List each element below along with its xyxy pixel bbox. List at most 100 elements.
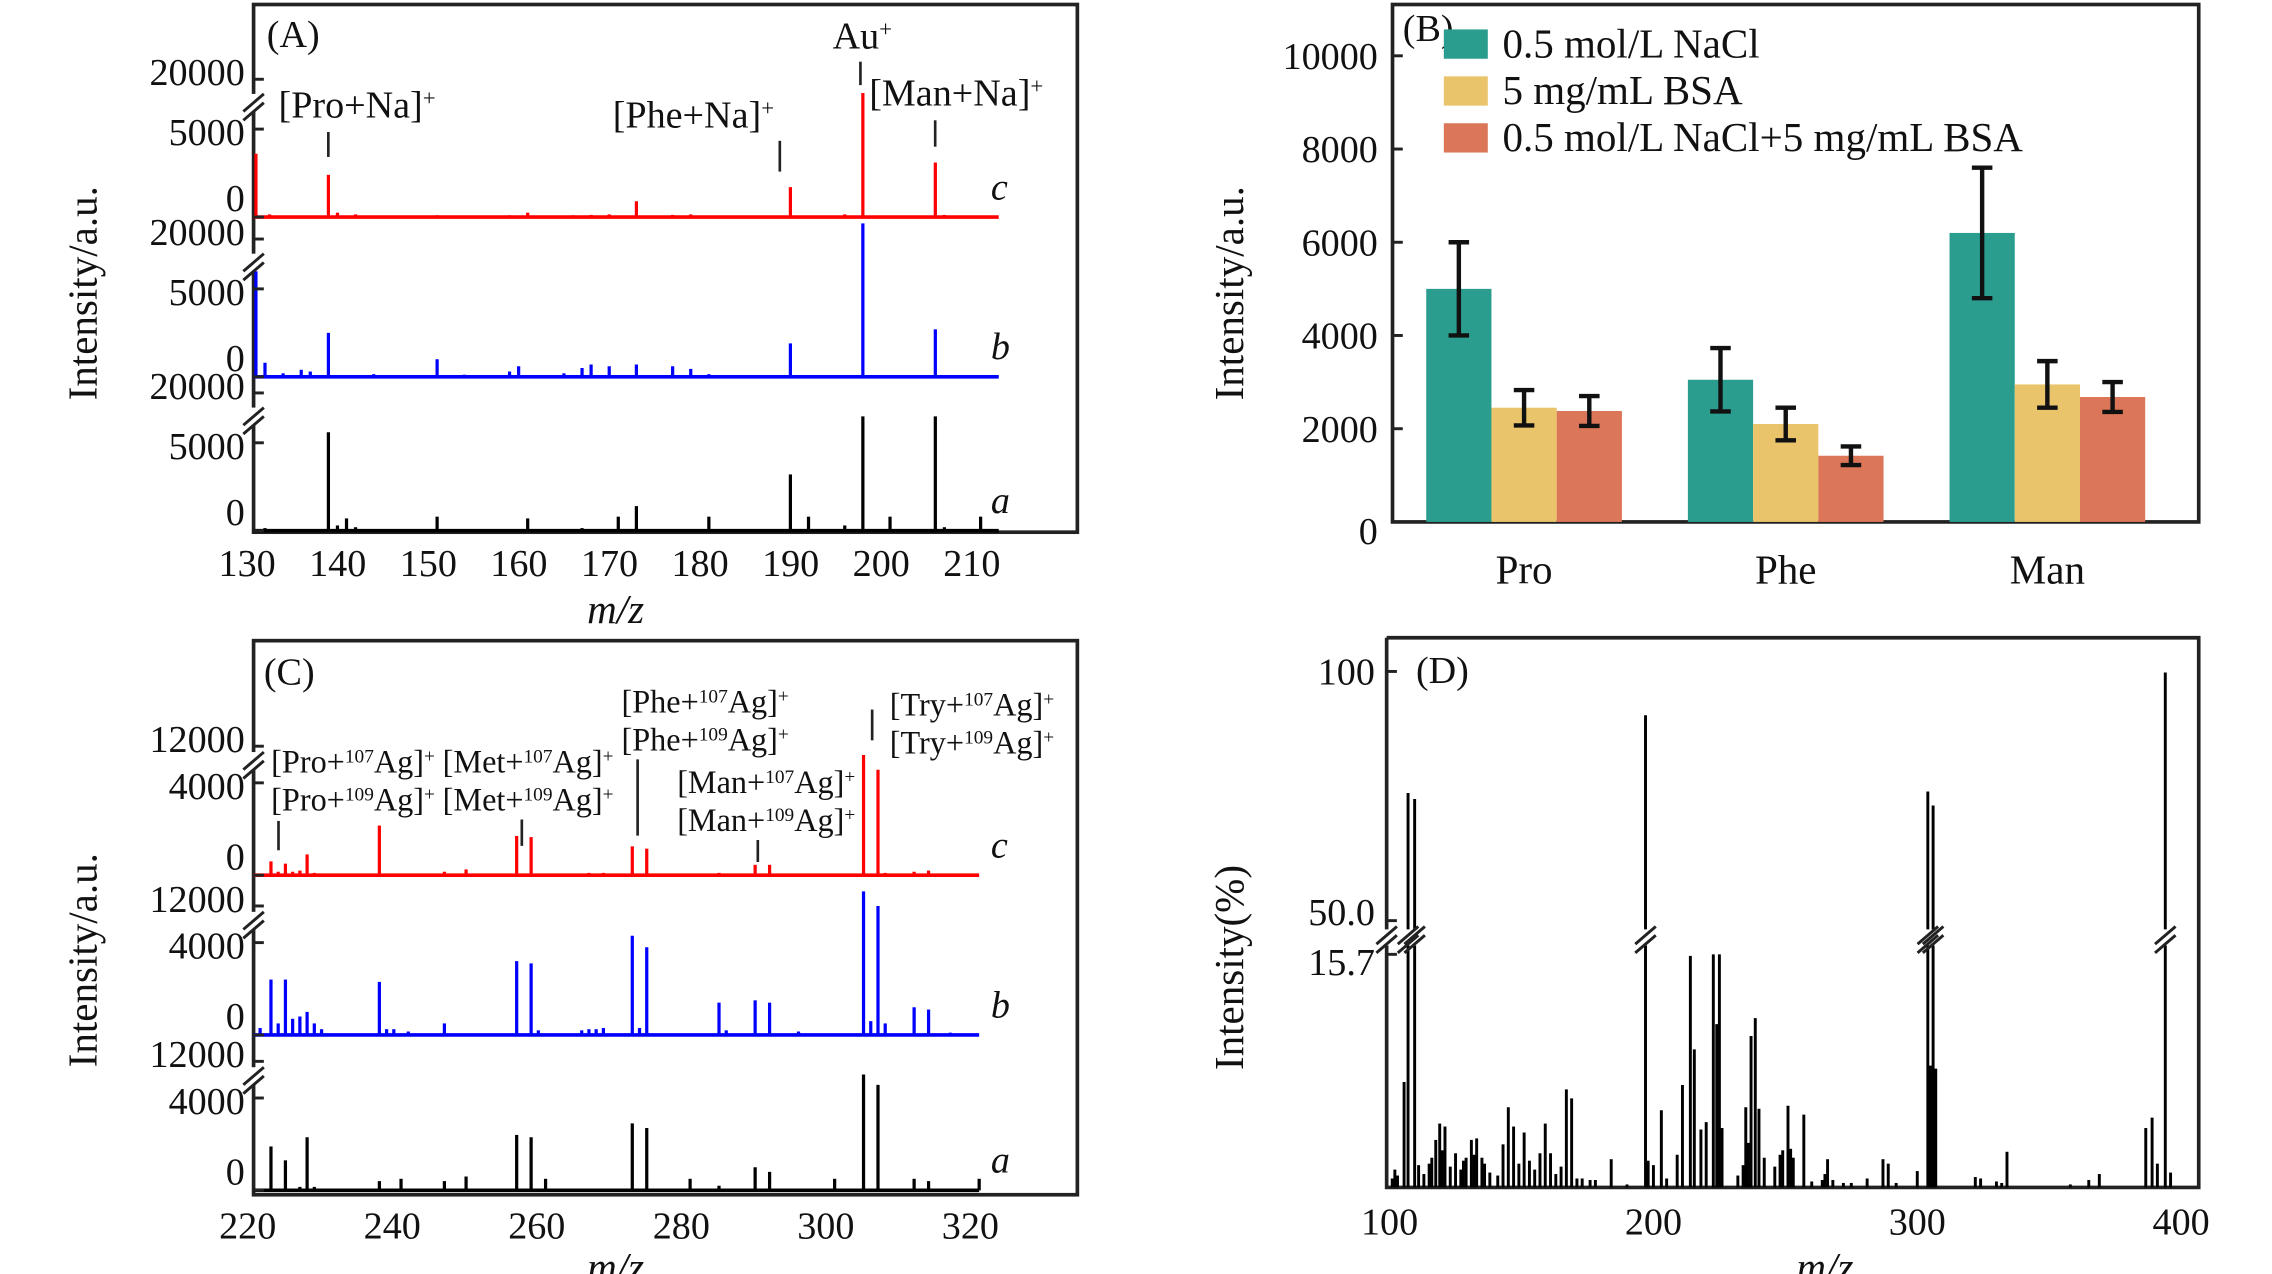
annotation-phe: [Phe+Na]+ [613, 95, 774, 137]
peak-break-icon [2154, 925, 2177, 954]
y-tick-label: 0 [226, 492, 245, 534]
y-tick-label: 0 [1359, 511, 1378, 553]
annotation-pro109: [Pro+109Ag]+ [271, 782, 435, 818]
y-tick-label: 6000 [1302, 222, 1378, 264]
panel-d-label: (D) [1416, 650, 1469, 692]
annotation-man109: [Man+109Ag]+ [677, 802, 855, 838]
plot-frame [1384, 635, 2201, 1190]
axis-break-icon [242, 910, 265, 940]
axis-break-icon [242, 252, 265, 282]
axis-break-icon [1375, 925, 1398, 954]
peak-break-icon [1634, 925, 1657, 954]
legend-label: 0.5 mol/L NaCl+5 mg/mL BSA [1502, 114, 2023, 160]
x-tick-label: 160 [490, 543, 547, 585]
y-tick-label: 20000 [150, 212, 245, 254]
panel-a: (A) m/z Intensity/a.u. 130 140 150 160 170 18… [60, 2, 1080, 632]
y-tick-label: 4000 [169, 926, 245, 968]
y-tick-label: 5000 [169, 272, 245, 314]
annotation-met107: [Met+107Ag]+ [443, 744, 614, 780]
y-tick-label: 2000 [1302, 409, 1378, 451]
axis-break-icon [242, 406, 265, 436]
x-tick-label: 210 [943, 543, 1000, 585]
x-tick-label: 180 [671, 543, 728, 585]
series-label: b [991, 326, 1010, 368]
y-tick-label: 20000 [150, 366, 245, 408]
y-tick-label: 4000 [1302, 316, 1378, 358]
x-tick-label: 200 [1625, 1201, 1682, 1243]
x-tick-label: 150 [400, 543, 457, 585]
series-label: a [991, 1140, 1010, 1182]
series-c [253, 92, 999, 219]
legend-swatch [1443, 29, 1488, 59]
bar [2079, 397, 2146, 522]
bar [1556, 410, 1622, 522]
axis-break-icon [242, 92, 265, 122]
y-tick-label: 50.0 [1308, 892, 1375, 934]
panel-a-label: (A) [267, 14, 320, 56]
y-tick-label: 0 [226, 178, 245, 220]
x-tick-label: 300 [1889, 1201, 1946, 1243]
y-tick-label: 10000 [1283, 36, 1378, 78]
y-tick-label: 12000 [150, 1034, 245, 1076]
x-tick-label: 200 [853, 543, 910, 585]
series-b [253, 223, 999, 379]
panel-d-ylabel: Intensity(%) [1206, 865, 1252, 1070]
annotation-pro: [Pro+Na]+ [279, 84, 436, 126]
series-label: b [991, 984, 1010, 1026]
y-tick-label: 0 [226, 1151, 245, 1193]
y-tick-label: 0 [226, 338, 245, 380]
series-c [253, 754, 980, 878]
panel-a-ylabel: Intensity/a.u. [60, 186, 106, 400]
annotation-phe109: [Phe+109Ag]+ [622, 722, 789, 758]
panel-c: (C) m/z Intensity/a.u. 220 240 260 280 300 32… [60, 638, 1080, 1274]
x-tick-label: 400 [2153, 1201, 2210, 1243]
panel-a-xlabel: m/z [587, 586, 644, 632]
annotation-try107: [Try+107Ag]+ [890, 686, 1054, 722]
series-b [253, 891, 980, 1037]
x-tick-label: 190 [762, 543, 819, 585]
category-label: Man [2010, 546, 2085, 592]
annotation-man: [Man+Na]+ [869, 73, 1043, 115]
x-tick-label: 300 [797, 1206, 854, 1248]
legend-swatch [1443, 123, 1488, 153]
series-label: a [991, 480, 1010, 522]
panel-d: (D) m/z Intensity(%) 100 200 300 400 15.7 50.… [1206, 635, 2210, 1274]
axis-break-icon [242, 750, 265, 780]
y-tick-label: 5000 [169, 112, 245, 154]
annotation-au: Au+ [833, 15, 892, 57]
panel-c-ylabel: Intensity/a.u. [60, 853, 106, 1067]
x-tick-label: 100 [1361, 1201, 1418, 1243]
panel-b-ylabel: Intensity/a.u. [1206, 186, 1252, 400]
series-a [253, 1074, 981, 1193]
panel-c-label: (C) [264, 652, 315, 694]
annotation-man107: [Man+107Ag]+ [677, 764, 855, 800]
peak-break-icon [1396, 925, 1420, 954]
peak-break-icon [1916, 925, 1940, 954]
y-tick-label: 0 [226, 836, 245, 878]
annotation-pro107: [Pro+107Ag]+ [271, 744, 435, 780]
y-tick-label: 15.7 [1308, 942, 1375, 984]
legend-label: 5 mg/mL BSA [1502, 67, 1743, 113]
x-tick-label: 140 [309, 543, 366, 585]
series-label: c [991, 825, 1008, 867]
x-tick-label: 280 [653, 1206, 710, 1248]
y-tick-label: 8000 [1302, 129, 1378, 171]
x-tick-label: 130 [219, 543, 276, 585]
y-tick-label: 4000 [169, 1081, 245, 1123]
x-tick-label: 170 [581, 543, 638, 585]
y-tick-label: 100 [1318, 652, 1375, 694]
panel-b: (B) Intensity/a.u. 020004000600080001000… [1206, 2, 2201, 592]
legend-label: 0.5 mol/L NaCl [1502, 20, 1759, 66]
category-label: Pro [1496, 546, 1553, 592]
peak-break-icon [1921, 925, 1945, 954]
panel-c-xlabel: m/z [587, 1244, 644, 1274]
y-tick-label: 12000 [150, 879, 245, 921]
panel-d-xlabel: m/z [1796, 1244, 1853, 1274]
peak-break-icon [1403, 925, 1426, 954]
series-label: c [991, 166, 1008, 208]
y-tick-label: 12000 [150, 719, 245, 761]
annotation-phe107: [Phe+107Ag]+ [622, 683, 789, 719]
axis-break-icon [242, 1066, 265, 1095]
series-a [253, 416, 999, 533]
